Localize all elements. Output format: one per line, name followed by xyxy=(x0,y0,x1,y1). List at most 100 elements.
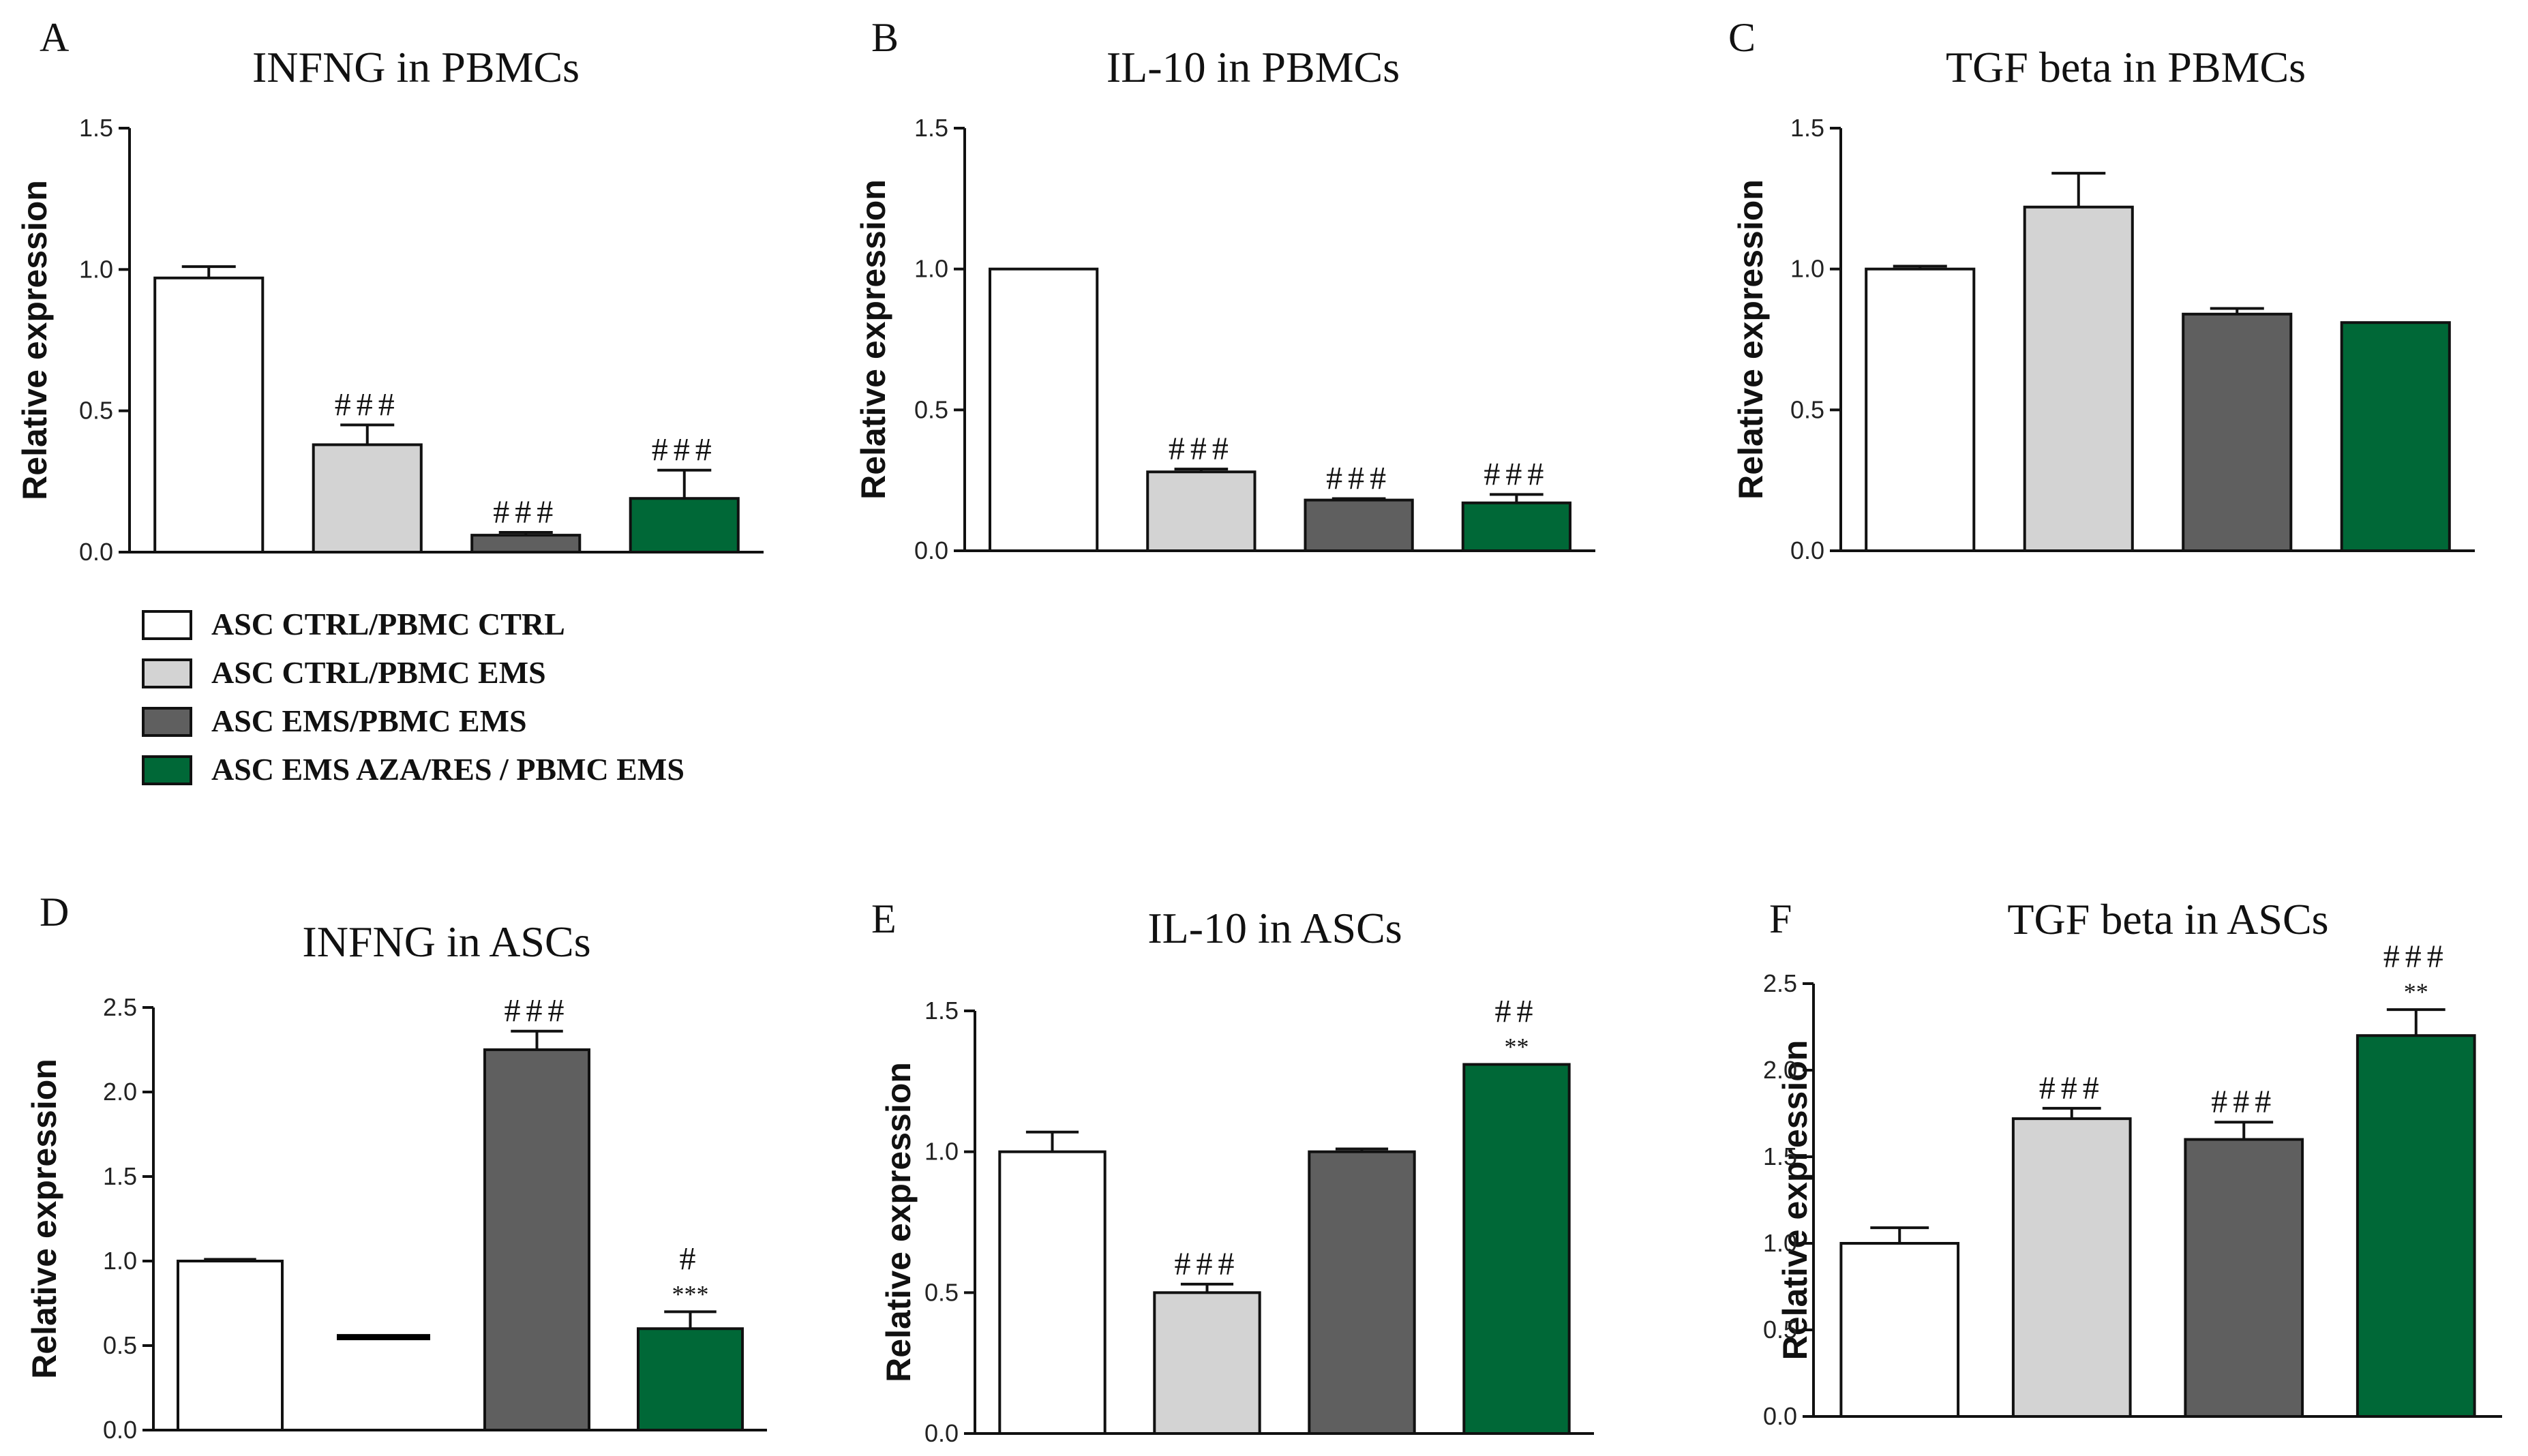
panel-e: E IL-10 in ASCs Relative expression 0.0 0.5 1… xyxy=(871,896,1594,1447)
significance-hash: ## xyxy=(1495,994,1539,1030)
bar xyxy=(998,1150,1107,1435)
panel-label: A xyxy=(40,15,69,60)
y-tick-label: 0.5 xyxy=(1763,1316,1797,1344)
chart-title: INFNG in ASCs xyxy=(302,917,590,966)
significance-hash: ### xyxy=(2383,939,2449,975)
y-tick-label: 2.5 xyxy=(1763,969,1797,997)
y-tick-label: 2.0 xyxy=(103,1078,137,1106)
y-tick-label: 0.5 xyxy=(79,397,113,425)
bar xyxy=(153,276,265,553)
significance-stars: ** xyxy=(2404,978,2428,1005)
chart-title: TGF beta in ASCs xyxy=(2007,895,2328,943)
significance-hash: ### xyxy=(2039,1070,2105,1106)
y-tick-label: 1.0 xyxy=(1790,255,1824,283)
chart-title: TGF beta in PBMCs xyxy=(1946,43,2306,91)
y-tick-label: 1.5 xyxy=(924,997,959,1025)
bar xyxy=(1839,1242,1960,1418)
y-tick-label: 1.0 xyxy=(103,1247,137,1275)
legend-swatch xyxy=(142,610,192,640)
y-axis-label: Relative expression xyxy=(25,1059,63,1379)
panel-c: C TGF beta in PBMCs Relative expression 0.0… xyxy=(1728,15,2475,564)
panel-label: C xyxy=(1728,15,1756,60)
y-tick-label: 2.5 xyxy=(103,993,137,1021)
y-tick-label: 0.5 xyxy=(924,1278,959,1306)
bar xyxy=(2011,1117,2132,1418)
y-tick-label: 1.0 xyxy=(79,255,113,283)
bar xyxy=(2340,321,2451,552)
significance-hash: # xyxy=(680,1241,702,1277)
significance-hash: ### xyxy=(493,494,558,530)
chart-title: IL-10 in ASCs xyxy=(1147,904,1402,952)
y-axis-label: Relative expression xyxy=(879,1062,918,1382)
legend-label: ASC CTRL/PBMC CTRL xyxy=(211,607,565,641)
significance-hash: ### xyxy=(1326,461,1391,497)
y-axis-label: Relative expression xyxy=(1732,179,1770,500)
y-tick-label: 1.5 xyxy=(79,114,113,142)
y-tick-label: 1.0 xyxy=(914,255,948,283)
panel-label: B xyxy=(871,15,899,60)
bar xyxy=(2023,205,2134,552)
panel-b: B IL-10 in PBMCs Relative expression 0.0 0.5… xyxy=(854,15,1595,564)
y-tick-label: 0.5 xyxy=(1790,395,1824,423)
panel-d: D INFNG in ASCs Relative expression 0.0 0.5 1… xyxy=(25,890,767,1444)
significance-hash: ### xyxy=(1484,456,1549,492)
y-tick-label: 1.0 xyxy=(1763,1229,1797,1257)
legend-swatch xyxy=(142,707,192,737)
legend-label: ASC EMS AZA/RES / PBMC EMS xyxy=(211,752,684,787)
chart-title: INFNG in PBMCs xyxy=(252,43,580,91)
legend-label: ASC CTRL/PBMC EMS xyxy=(211,655,546,690)
y-tick-label: 2.0 xyxy=(1763,1056,1797,1084)
y-tick-label: 0.0 xyxy=(79,538,113,566)
significance-hash: ### xyxy=(335,386,400,423)
panel-label: D xyxy=(40,890,69,935)
bar xyxy=(470,534,582,553)
y-tick-label: 0.5 xyxy=(914,395,948,423)
chart-title: IL-10 in PBMCs xyxy=(1107,43,1400,91)
bar xyxy=(1462,1063,1571,1435)
bar xyxy=(312,443,423,554)
bar xyxy=(629,497,740,553)
y-tick-label: 1.5 xyxy=(1763,1142,1797,1170)
bar xyxy=(1865,267,1976,552)
bar xyxy=(1308,1150,1416,1435)
bar xyxy=(1461,501,1571,553)
y-tick-label: 1.5 xyxy=(103,1162,137,1190)
significance-hash: ### xyxy=(505,993,570,1029)
legend-swatch xyxy=(142,755,192,785)
y-axis-label: Relative expression xyxy=(854,179,892,500)
bar xyxy=(2184,1138,2304,1418)
y-tick-label: 0.0 xyxy=(103,1416,137,1444)
bar xyxy=(637,1327,744,1431)
significance-hash: ### xyxy=(2211,1084,2276,1120)
bar xyxy=(2356,1034,2476,1418)
y-tick-label: 1.5 xyxy=(914,114,948,142)
significance-hash: ### xyxy=(1169,431,1234,467)
panel-label: E xyxy=(871,896,897,941)
panel-a: A INFNG in PBMCs Relative expression 0.0 0.5… xyxy=(16,15,764,566)
significance-hash: ### xyxy=(1175,1246,1240,1282)
panel-label: F xyxy=(1769,896,1792,941)
bar xyxy=(1304,498,1414,552)
y-tick-label: 0.0 xyxy=(914,536,948,564)
bar xyxy=(2182,312,2293,552)
y-tick-label: 0.5 xyxy=(103,1331,137,1359)
y-tick-label: 0.0 xyxy=(1790,536,1824,564)
y-tick-label: 1.0 xyxy=(924,1138,959,1166)
y-tick-label: 0.0 xyxy=(1763,1402,1797,1430)
y-tick-label: 0.0 xyxy=(924,1419,959,1447)
y-axis-label: Relative expression xyxy=(1776,1040,1814,1361)
bar xyxy=(1146,470,1257,552)
y-tick-label: 1.5 xyxy=(1790,114,1824,142)
bar xyxy=(177,1260,284,1431)
legend-label: ASC EMS/PBMC EMS xyxy=(211,703,527,738)
significance-stars: *** xyxy=(672,1280,709,1307)
bar xyxy=(483,1048,590,1431)
bar xyxy=(989,267,1099,552)
panel-f: F TGF beta in ASCs Relative expression 0.0 0… xyxy=(1763,895,2502,1430)
y-axis-label: Relative expression xyxy=(16,180,54,500)
significance-stars: ** xyxy=(1505,1033,1529,1061)
legend-swatch xyxy=(142,658,192,688)
significance-hash: ### xyxy=(652,432,717,468)
legend: ASC CTRL/PBMC CTRL ASC CTRL/PBMC EMS ASC E… xyxy=(142,607,684,787)
